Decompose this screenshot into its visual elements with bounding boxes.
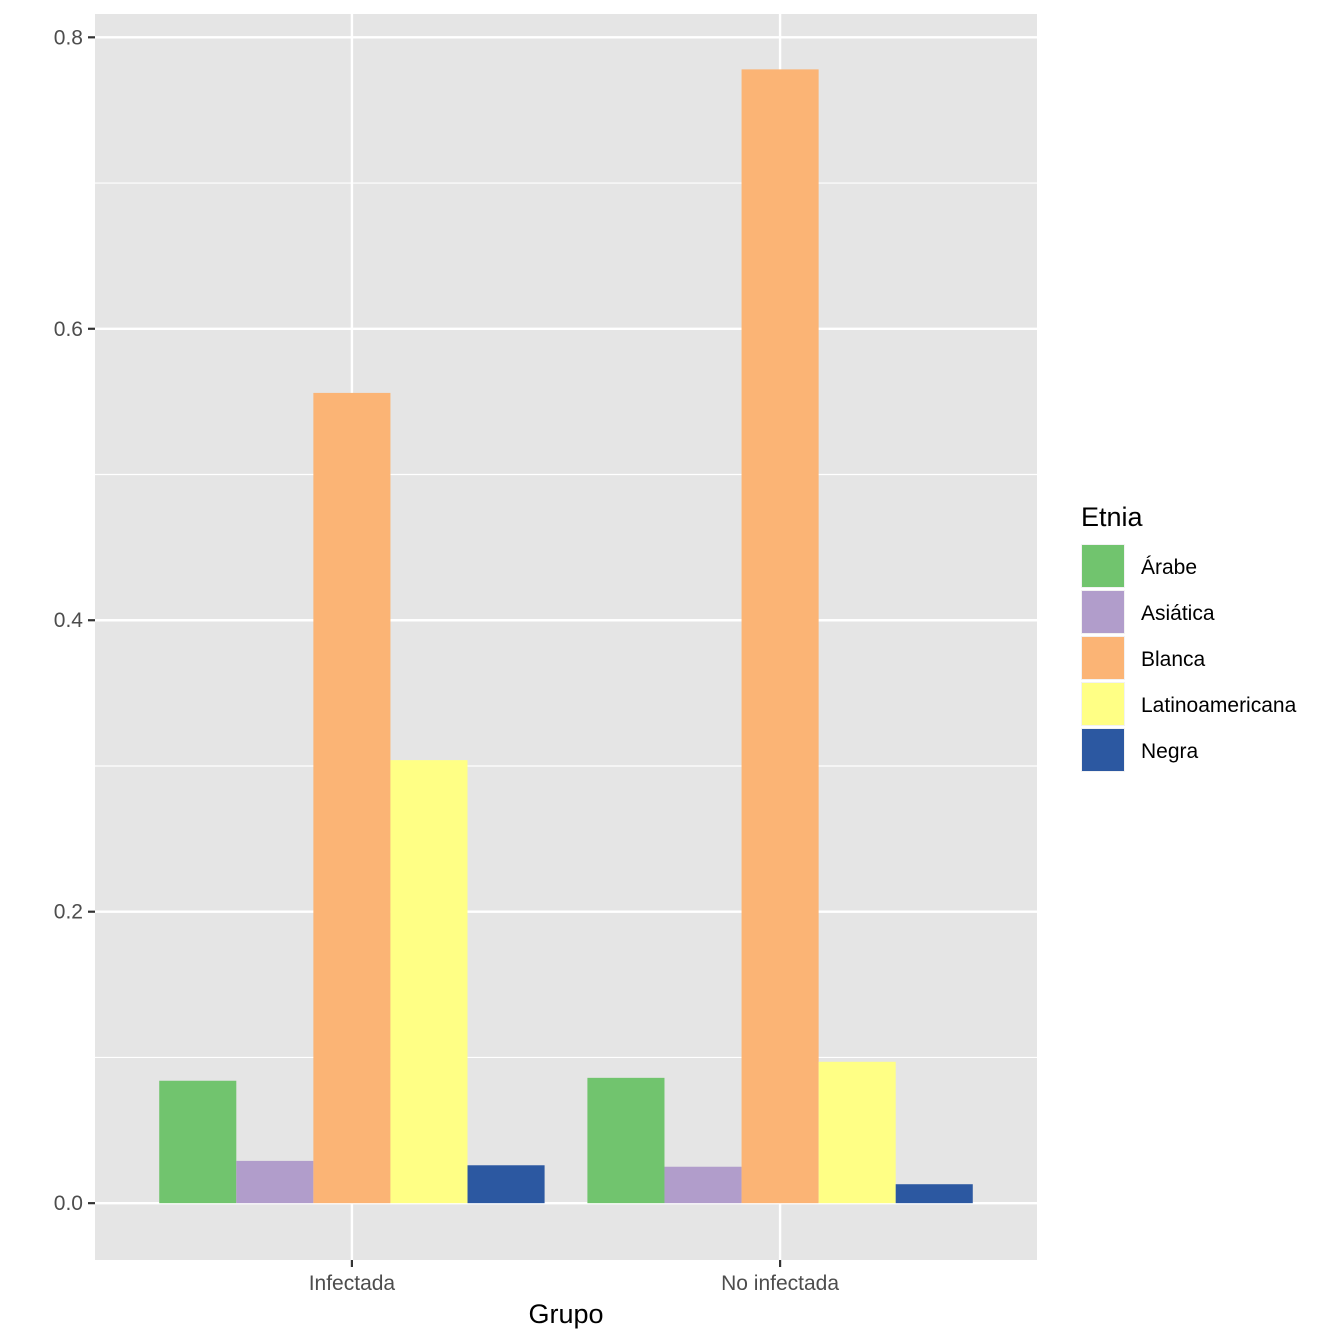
x-tick-label: Infectada [309, 1272, 396, 1295]
bar-árabe-no-infectada [587, 1077, 665, 1204]
plot-panel [95, 14, 1037, 1260]
bar-asiática-no-infectada [664, 1166, 742, 1204]
legend-title: Etnia [1081, 502, 1144, 532]
bar-blanca-no-infectada [741, 69, 819, 1204]
legend-key-swatch [1082, 591, 1124, 633]
x-axis: Infectada No infectada [309, 1260, 839, 1295]
bar-latinoamericana-infectada [390, 760, 468, 1204]
legend-key-swatch [1082, 683, 1124, 725]
bar-árabe-infectada [159, 1080, 237, 1204]
legend-label: Árabe [1141, 556, 1197, 579]
legend-key-swatch [1082, 545, 1124, 587]
bar-latinoamericana-no-infectada [818, 1061, 896, 1204]
legend-label: Latinoamericana [1141, 694, 1297, 717]
y-tick-label: 0.8 [54, 26, 83, 49]
x-axis-title: Grupo [528, 1299, 603, 1329]
legend-key-swatch [1082, 729, 1124, 771]
bar-blanca-infectada [313, 392, 391, 1204]
x-tick-label: No infectada [721, 1272, 839, 1295]
legend-key-swatch [1082, 637, 1124, 679]
bars [159, 69, 973, 1204]
y-tick-label: 0.6 [54, 318, 83, 341]
legend-label: Asiática [1141, 602, 1215, 625]
y-tick-label: 0.2 [54, 901, 83, 924]
legend-label: Blanca [1141, 648, 1206, 671]
y-tick-label: 0.0 [54, 1192, 83, 1215]
y-axis: 0.0 0.2 0.4 0.6 0.8 [54, 26, 95, 1215]
legend: Etnia Árabe Asiática Blanca Latinoamericana… [1081, 502, 1297, 772]
bar-asiática-infectada [236, 1160, 314, 1204]
bar-negra-no-infectada [895, 1184, 973, 1204]
y-tick-label: 0.4 [54, 609, 84, 632]
legend-label: Negra [1141, 740, 1199, 763]
minor-gridlines [95, 182, 1037, 1059]
bar-negra-infectada [467, 1165, 545, 1204]
